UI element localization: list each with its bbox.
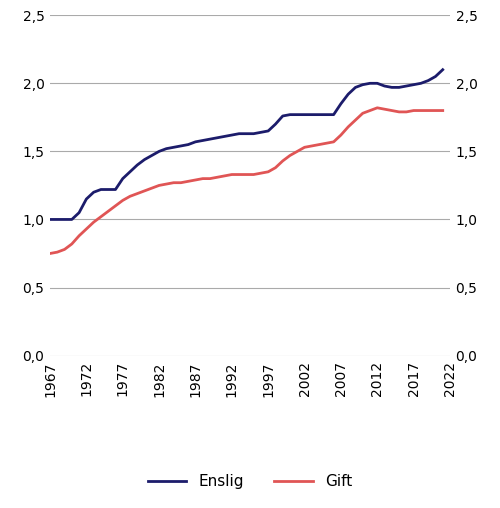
Enslig: [120, 176, 126, 182]
Enslig: [440, 67, 446, 73]
Line: Gift: Gift: [50, 108, 442, 253]
Legend: Enslig, Gift: Enslig, Gift: [142, 468, 358, 495]
Gift: [432, 108, 438, 114]
Gift: [90, 219, 96, 225]
Gift: [192, 177, 198, 183]
Gift: [404, 109, 409, 115]
Enslig: [90, 189, 96, 195]
Gift: [47, 250, 53, 257]
Enslig: [47, 216, 53, 223]
Enslig: [396, 84, 402, 90]
Gift: [374, 105, 380, 111]
Enslig: [432, 74, 438, 80]
Enslig: [192, 139, 198, 145]
Enslig: [142, 156, 148, 163]
Line: Enslig: Enslig: [50, 70, 442, 219]
Gift: [142, 188, 148, 194]
Gift: [120, 197, 126, 203]
Gift: [440, 108, 446, 114]
